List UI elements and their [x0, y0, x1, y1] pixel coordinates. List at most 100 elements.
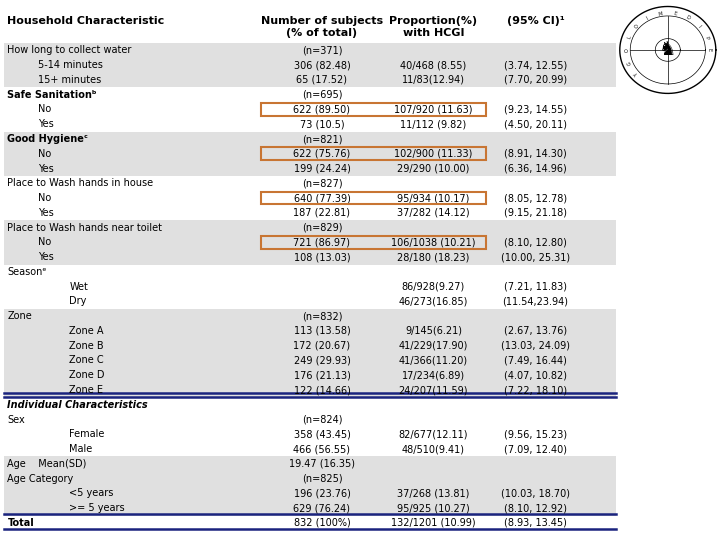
Text: (6.36, 14.96): (6.36, 14.96)	[504, 164, 567, 173]
Text: 249 (29.93): 249 (29.93)	[294, 355, 351, 366]
Text: Yes: Yes	[38, 252, 54, 262]
Text: Individual Characteristics: Individual Characteristics	[7, 400, 148, 410]
Text: (10.03, 18.70): (10.03, 18.70)	[501, 488, 570, 498]
Text: (8.10, 12.80): (8.10, 12.80)	[504, 238, 567, 247]
Text: 95/934 (10.17): 95/934 (10.17)	[397, 193, 469, 203]
Text: L: L	[626, 35, 632, 39]
Text: (n=371): (n=371)	[302, 45, 342, 56]
Bar	[4, 501, 616, 516]
Text: (n=825): (n=825)	[302, 474, 342, 484]
Text: Yes: Yes	[38, 208, 54, 218]
Bar	[4, 220, 616, 235]
Text: (7.09, 12.40): (7.09, 12.40)	[504, 444, 567, 454]
Text: Yes: Yes	[38, 164, 54, 173]
Text: (7.70, 20.99): (7.70, 20.99)	[504, 75, 567, 85]
Text: 29/290 (10.00): 29/290 (10.00)	[397, 164, 469, 173]
Text: Age Category: Age Category	[7, 474, 73, 484]
Text: 5-14 minutes: 5-14 minutes	[38, 60, 103, 70]
Text: Sex: Sex	[7, 415, 25, 424]
Text: 622 (75.76): 622 (75.76)	[293, 148, 351, 159]
Bar	[4, 146, 616, 161]
Text: Male: Male	[69, 444, 93, 454]
Bar	[4, 456, 616, 471]
Text: (7.49, 16.44): (7.49, 16.44)	[504, 355, 567, 366]
Text: (9.23, 14.55): (9.23, 14.55)	[504, 104, 567, 114]
Text: (n=832): (n=832)	[302, 311, 342, 321]
Text: 106/1038 (10.21): 106/1038 (10.21)	[391, 238, 476, 247]
Bar	[4, 323, 616, 339]
Text: 466 (56.55): 466 (56.55)	[294, 444, 351, 454]
Text: 40/468 (8.55): 40/468 (8.55)	[400, 60, 467, 70]
Text: E: E	[706, 49, 711, 51]
Text: (7.21, 11.83): (7.21, 11.83)	[504, 282, 567, 292]
Text: 24/207(11.59): 24/207(11.59)	[399, 385, 468, 395]
Text: 95/925 (10.27): 95/925 (10.27)	[397, 503, 470, 513]
Bar	[4, 353, 616, 368]
Bar	[4, 471, 616, 486]
Text: Yes: Yes	[38, 119, 54, 129]
Text: Place to Wash hands near toilet: Place to Wash hands near toilet	[7, 222, 163, 233]
Bar	[4, 72, 616, 87]
Text: 113 (13.58): 113 (13.58)	[294, 326, 351, 336]
Text: 65 (17.52): 65 (17.52)	[297, 75, 348, 85]
Text: 832 (100%): 832 (100%)	[294, 518, 351, 528]
Text: (8.91, 14.30): (8.91, 14.30)	[504, 148, 567, 159]
Text: 86/928(9.27): 86/928(9.27)	[402, 282, 465, 292]
Text: 306 (82.48): 306 (82.48)	[294, 60, 351, 70]
Text: How long to collect water: How long to collect water	[7, 45, 132, 56]
Bar	[4, 43, 616, 58]
Text: No: No	[38, 148, 52, 159]
Text: E: E	[673, 11, 677, 16]
Text: 41/229(17.90): 41/229(17.90)	[399, 341, 468, 350]
Text: (3.74, 12.55): (3.74, 12.55)	[504, 60, 567, 70]
Text: Good Hygieneᶜ: Good Hygieneᶜ	[7, 134, 89, 144]
Text: 176 (21.13): 176 (21.13)	[294, 370, 351, 380]
Text: 187 (22.81): 187 (22.81)	[294, 208, 351, 218]
Text: 108 (13.03): 108 (13.03)	[294, 252, 351, 262]
Text: No: No	[38, 193, 52, 203]
Text: Zone D: Zone D	[69, 370, 105, 380]
Text: (9.15, 21.18): (9.15, 21.18)	[504, 208, 567, 218]
Text: (13.03, 24.09): (13.03, 24.09)	[501, 341, 570, 350]
Text: Zone E: Zone E	[69, 385, 104, 395]
Text: Dry: Dry	[69, 296, 86, 306]
Bar	[4, 249, 616, 265]
Text: 11/112 (9.82): 11/112 (9.82)	[400, 119, 467, 129]
Text: 48/510(9.41): 48/510(9.41)	[402, 444, 465, 454]
Text: (8.10, 12.92): (8.10, 12.92)	[504, 503, 567, 513]
Text: Zone B: Zone B	[69, 341, 104, 350]
Text: M: M	[658, 11, 663, 17]
Text: G: G	[626, 60, 633, 65]
Text: I: I	[696, 24, 701, 29]
Text: 640 (77.39): 640 (77.39)	[294, 193, 351, 203]
Text: 196 (23.76): 196 (23.76)	[294, 488, 351, 498]
Bar	[4, 309, 616, 323]
Text: (10.00, 25.31): (10.00, 25.31)	[501, 252, 570, 262]
Text: 73 (10.5): 73 (10.5)	[300, 119, 344, 129]
Text: 37/268 (13.81): 37/268 (13.81)	[397, 488, 469, 498]
Text: Zone A: Zone A	[69, 326, 104, 336]
Bar	[4, 339, 616, 353]
Text: Household Characteristic: Household Characteristic	[7, 16, 165, 26]
Bar	[4, 58, 616, 72]
Text: (4.07, 10.82): (4.07, 10.82)	[504, 370, 567, 380]
Text: 107/920 (11.63): 107/920 (11.63)	[394, 104, 473, 114]
Text: Zone: Zone	[7, 311, 32, 321]
Text: 122 (14.66): 122 (14.66)	[294, 385, 351, 395]
Text: Age    Mean(SD): Age Mean(SD)	[7, 459, 87, 469]
Text: (4.50, 20.11): (4.50, 20.11)	[504, 119, 567, 129]
Bar	[4, 486, 616, 501]
Text: 11/83(12.94): 11/83(12.94)	[402, 75, 465, 85]
Text: Female: Female	[69, 429, 104, 440]
Text: 102/900 (11.33): 102/900 (11.33)	[395, 148, 472, 159]
Text: O: O	[624, 48, 629, 52]
Text: Y: Y	[634, 71, 639, 76]
Bar	[4, 368, 616, 383]
Text: 132/1201 (10.99): 132/1201 (10.99)	[391, 518, 476, 528]
Text: (8.93, 13.45): (8.93, 13.45)	[504, 518, 567, 528]
Text: 199 (24.24): 199 (24.24)	[294, 164, 351, 173]
Text: Seasonᵉ: Seasonᵉ	[7, 267, 47, 277]
Text: Place to Wash hands in house: Place to Wash hands in house	[7, 178, 153, 188]
Text: (n=829): (n=829)	[302, 222, 342, 233]
Text: Proportion(%)
with HCGI: Proportion(%) with HCGI	[390, 16, 477, 38]
